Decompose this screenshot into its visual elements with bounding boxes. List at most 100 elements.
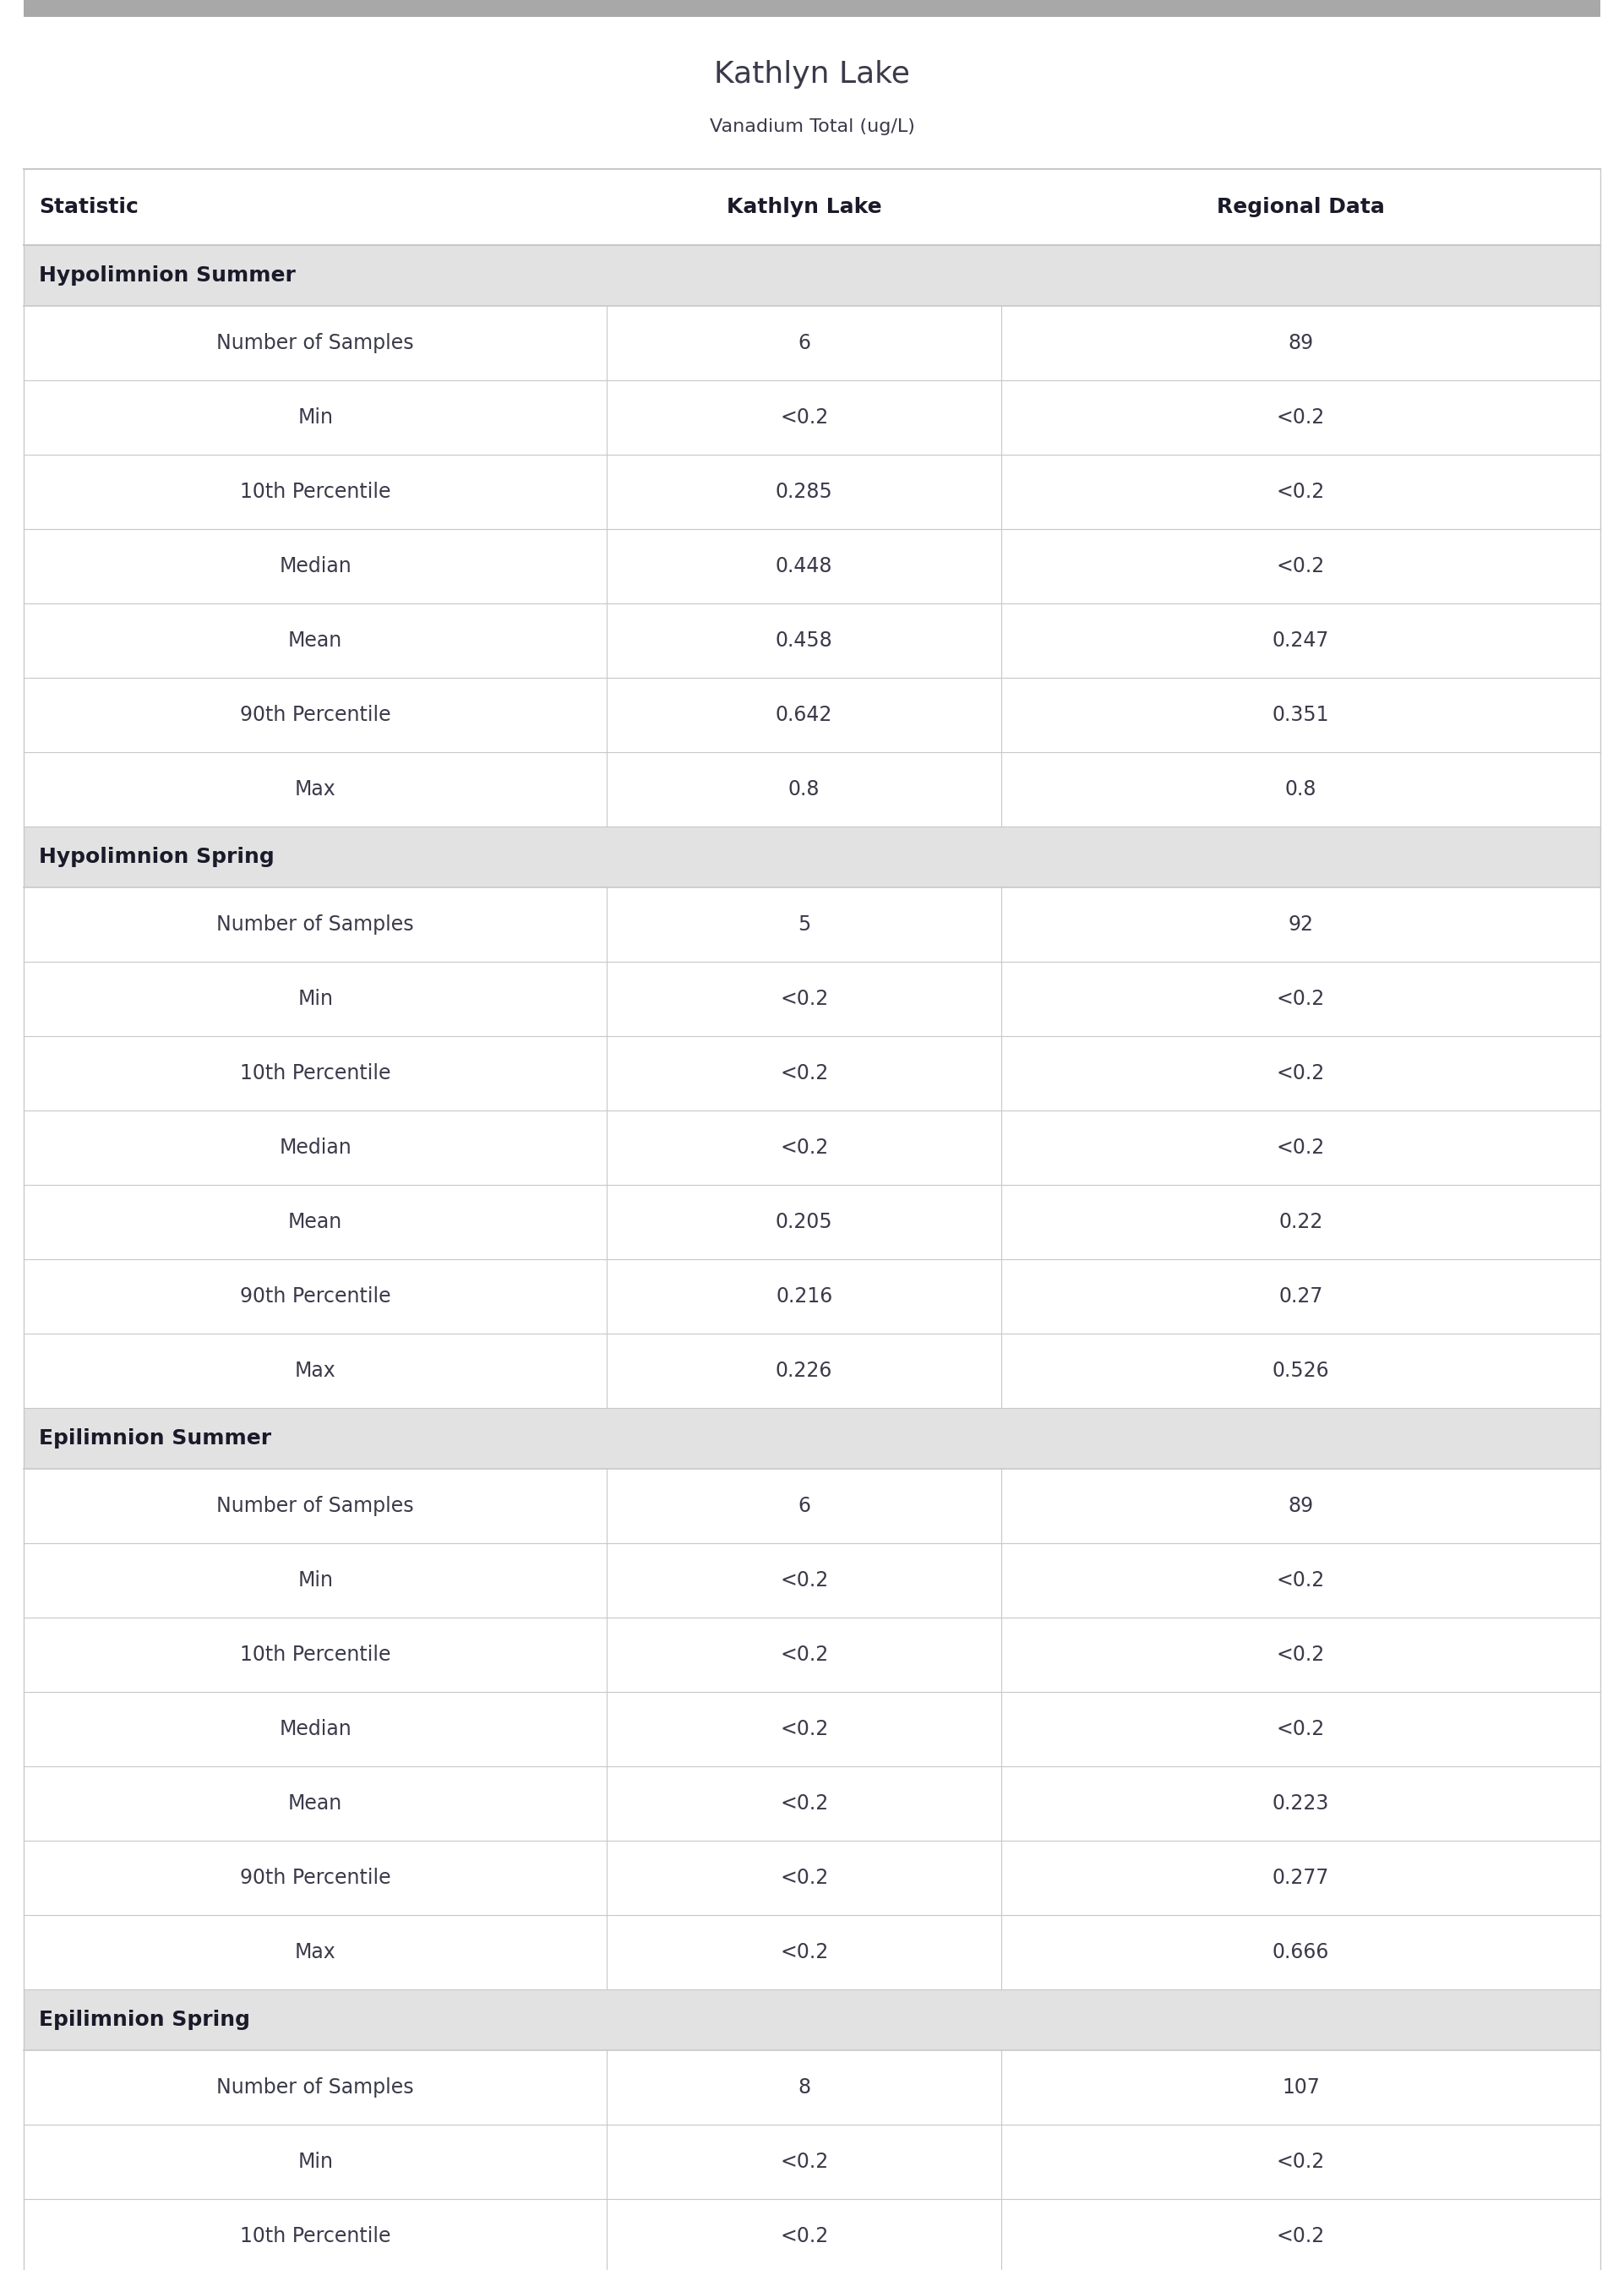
Text: 0.22: 0.22 — [1278, 1212, 1324, 1233]
Bar — [24, 1841, 1600, 1916]
Text: <0.2: <0.2 — [1276, 1137, 1325, 1158]
Bar — [24, 2200, 1600, 2270]
Text: 6: 6 — [797, 334, 810, 354]
Text: Epilimnion Summer: Epilimnion Summer — [39, 1428, 271, 1448]
Text: 6: 6 — [797, 1496, 810, 1516]
Text: <0.2: <0.2 — [1276, 406, 1325, 427]
Text: Kathlyn Lake: Kathlyn Lake — [726, 197, 882, 218]
Text: 0.642: 0.642 — [776, 704, 833, 724]
Text: <0.2: <0.2 — [1276, 556, 1325, 577]
Text: <0.2: <0.2 — [1276, 1062, 1325, 1083]
Text: 0.205: 0.205 — [776, 1212, 833, 1233]
Text: <0.2: <0.2 — [780, 1868, 828, 1889]
Bar — [24, 1544, 1600, 1619]
Text: 0.226: 0.226 — [776, 1360, 833, 1380]
Text: Vanadium Total (ug/L): Vanadium Total (ug/L) — [710, 118, 914, 134]
Text: <0.2: <0.2 — [780, 1943, 828, 1961]
Bar — [24, 679, 1600, 751]
Bar — [24, 962, 1600, 1035]
Text: Hypolimnion Spring: Hypolimnion Spring — [39, 847, 274, 867]
Text: 10th Percentile: 10th Percentile — [240, 1643, 391, 1664]
Text: 8: 8 — [797, 2077, 810, 2097]
Text: Number of Samples: Number of Samples — [216, 2077, 414, 2097]
Bar — [24, 1619, 1600, 1691]
Bar — [24, 2125, 1600, 2200]
Text: 5: 5 — [797, 915, 810, 935]
Text: <0.2: <0.2 — [780, 1062, 828, 1083]
Bar — [24, 1035, 1600, 1110]
Bar — [24, 306, 1600, 381]
Text: <0.2: <0.2 — [1276, 2227, 1325, 2247]
Bar — [24, 1691, 1600, 1766]
Text: Hypolimnion Summer: Hypolimnion Summer — [39, 266, 296, 286]
Text: <0.2: <0.2 — [1276, 1571, 1325, 1591]
Text: Mean: Mean — [287, 1793, 343, 1814]
Text: 0.8: 0.8 — [1285, 779, 1317, 799]
Text: Number of Samples: Number of Samples — [216, 334, 414, 354]
Text: Epilimnion Spring: Epilimnion Spring — [39, 2009, 250, 2029]
Bar — [24, 1185, 1600, 1260]
Text: 107: 107 — [1281, 2077, 1320, 2097]
Text: Median: Median — [279, 1718, 351, 1739]
Bar — [24, 245, 1600, 306]
Bar — [24, 2050, 1600, 2125]
Text: Max: Max — [294, 1943, 336, 1961]
Text: 92: 92 — [1288, 915, 1314, 935]
Text: Min: Min — [297, 990, 333, 1010]
Text: 90th Percentile: 90th Percentile — [240, 1287, 391, 1308]
Text: <0.2: <0.2 — [780, 1718, 828, 1739]
Text: 90th Percentile: 90th Percentile — [240, 704, 391, 724]
Bar — [24, 604, 1600, 679]
Bar — [24, 888, 1600, 962]
Text: <0.2: <0.2 — [1276, 1718, 1325, 1739]
Text: Number of Samples: Number of Samples — [216, 915, 414, 935]
Text: 0.666: 0.666 — [1272, 1943, 1328, 1961]
Bar — [24, 1469, 1600, 1544]
Text: Min: Min — [297, 2152, 333, 2172]
Text: Mean: Mean — [287, 1212, 343, 1233]
Text: <0.2: <0.2 — [780, 2227, 828, 2247]
Bar — [24, 381, 1600, 454]
Text: 0.223: 0.223 — [1272, 1793, 1328, 1814]
Bar — [24, 1260, 1600, 1332]
Text: <0.2: <0.2 — [780, 406, 828, 427]
Bar — [24, 1407, 1600, 1469]
Bar — [24, 0, 1600, 16]
Text: 10th Percentile: 10th Percentile — [240, 2227, 391, 2247]
Bar — [24, 1766, 1600, 1841]
Text: 0.458: 0.458 — [776, 631, 833, 651]
Text: Kathlyn Lake: Kathlyn Lake — [715, 61, 909, 89]
Text: 10th Percentile: 10th Percentile — [240, 481, 391, 502]
Text: Mean: Mean — [287, 631, 343, 651]
Text: 0.27: 0.27 — [1278, 1287, 1324, 1308]
Text: Max: Max — [294, 779, 336, 799]
Text: 10th Percentile: 10th Percentile — [240, 1062, 391, 1083]
Text: Min: Min — [297, 406, 333, 427]
Text: <0.2: <0.2 — [780, 1571, 828, 1591]
Text: 89: 89 — [1288, 1496, 1314, 1516]
Bar — [24, 529, 1600, 604]
Text: 89: 89 — [1288, 334, 1314, 354]
Text: Median: Median — [279, 556, 351, 577]
Text: 0.8: 0.8 — [788, 779, 820, 799]
Text: Number of Samples: Number of Samples — [216, 1496, 414, 1516]
Bar — [24, 751, 1600, 826]
Text: <0.2: <0.2 — [780, 990, 828, 1010]
Text: 0.216: 0.216 — [776, 1287, 833, 1308]
Text: Regional Data: Regional Data — [1216, 197, 1385, 218]
Text: 90th Percentile: 90th Percentile — [240, 1868, 391, 1889]
Bar — [24, 1916, 1600, 1989]
Text: 0.247: 0.247 — [1272, 631, 1328, 651]
Bar — [24, 1989, 1600, 2050]
Text: Min: Min — [297, 1571, 333, 1591]
Text: Median: Median — [279, 1137, 351, 1158]
Bar — [24, 826, 1600, 888]
Text: 0.351: 0.351 — [1272, 704, 1330, 724]
Text: 0.448: 0.448 — [776, 556, 833, 577]
Text: <0.2: <0.2 — [1276, 2152, 1325, 2172]
Text: 0.526: 0.526 — [1272, 1360, 1330, 1380]
Bar — [24, 1110, 1600, 1185]
Text: Max: Max — [294, 1360, 336, 1380]
Text: <0.2: <0.2 — [1276, 990, 1325, 1010]
Text: <0.2: <0.2 — [780, 1793, 828, 1814]
